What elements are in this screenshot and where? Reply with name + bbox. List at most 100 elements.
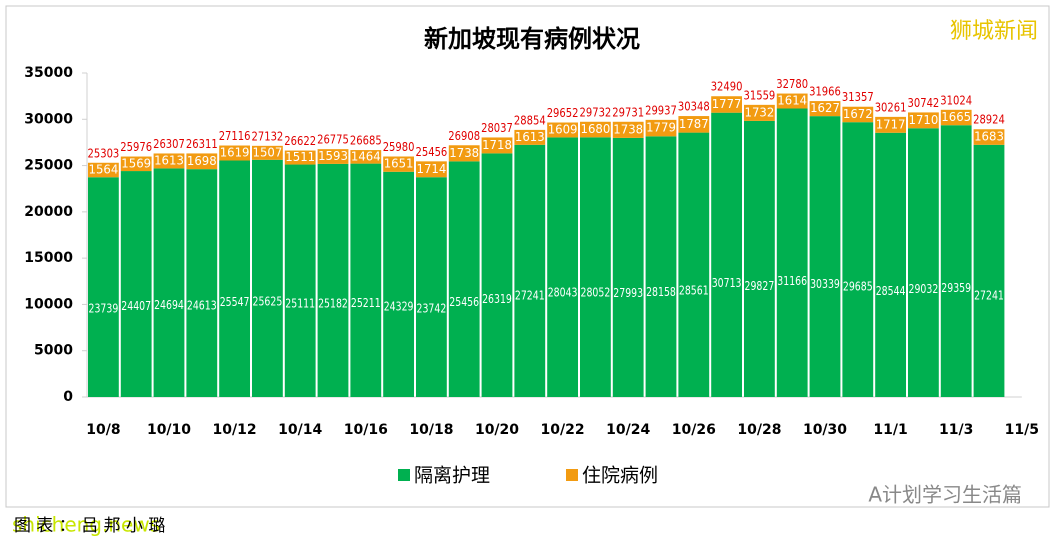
- total-label: 25303: [88, 146, 120, 160]
- value-label: 28158: [646, 285, 676, 299]
- x-tick-label: 10/30: [803, 422, 847, 438]
- bar-segment: [678, 132, 710, 397]
- value-label: 1672: [843, 107, 873, 121]
- value-label: 25547: [220, 295, 250, 309]
- value-label: 25456: [449, 295, 479, 309]
- value-label: 30339: [810, 277, 840, 291]
- value-label: 27241: [515, 289, 545, 303]
- x-tick-label: 11/5: [1005, 422, 1039, 438]
- bar-segment: [612, 121, 644, 138]
- x-tick-label: 10/24: [606, 422, 650, 438]
- value-label: 29032: [909, 282, 939, 296]
- total-label: 30261: [875, 100, 907, 114]
- value-label: 28043: [548, 286, 578, 300]
- x-tick-label: 10/8: [86, 422, 120, 438]
- value-label: 28544: [876, 284, 906, 298]
- y-tick-label: 35000: [24, 65, 73, 81]
- value-label: 31166: [777, 274, 807, 288]
- bar-segment: [317, 149, 349, 164]
- bar-segment: [350, 163, 382, 397]
- value-label: 1609: [548, 122, 578, 136]
- total-label: 31357: [842, 90, 874, 104]
- bar-segment: [481, 153, 513, 397]
- bar-segment: [908, 112, 939, 129]
- bar-segment: [448, 145, 480, 162]
- bar-segment: [547, 122, 578, 138]
- total-label: 29732: [580, 105, 612, 119]
- value-label: 29685: [843, 280, 873, 294]
- value-label: 1738: [613, 122, 643, 136]
- bar-segment: [875, 116, 906, 133]
- bar-segment: [383, 156, 414, 172]
- source-mark: A计划学习生活篇: [868, 483, 1022, 507]
- bar-segment: [908, 128, 939, 397]
- value-label: 24694: [154, 298, 184, 312]
- bar-segment: [153, 153, 185, 169]
- bar-segment: [153, 168, 185, 397]
- bar-segment: [120, 171, 152, 397]
- bar-segment: [88, 177, 119, 397]
- value-label: 1680: [581, 122, 611, 136]
- total-label: 26622: [284, 134, 316, 148]
- value-label: 27993: [613, 286, 643, 300]
- total-label: 27132: [252, 129, 284, 143]
- legend-swatch: [566, 469, 578, 481]
- bar-segment: [940, 125, 972, 397]
- bar-segment: [711, 112, 742, 398]
- bar-segment: [842, 122, 874, 397]
- total-label: 29652: [547, 106, 579, 120]
- bar-segment: [514, 144, 546, 397]
- bar-segment: [973, 129, 1005, 145]
- value-label: 25211: [351, 296, 381, 310]
- total-label: 28924: [973, 113, 1005, 127]
- value-label: 25182: [318, 296, 348, 310]
- x-tick-label: 10/14: [278, 422, 322, 438]
- total-label: 28854: [514, 113, 546, 127]
- value-label: 1732: [745, 105, 775, 119]
- total-label: 29937: [645, 103, 677, 117]
- value-label: 29359: [941, 281, 971, 295]
- bar-segment: [514, 129, 546, 145]
- total-label: 25976: [120, 140, 152, 154]
- bar-segment: [317, 163, 349, 397]
- total-label: 30742: [908, 96, 940, 110]
- bar-segment: [252, 159, 283, 397]
- value-label: 28052: [581, 286, 611, 300]
- total-label: 26307: [153, 137, 185, 151]
- total-label: 28037: [481, 121, 513, 135]
- bar-segment: [350, 150, 382, 164]
- total-label: 26775: [317, 133, 349, 147]
- bar-segment: [284, 150, 316, 165]
- value-label: 29827: [745, 279, 775, 293]
- bar-segment: [678, 116, 710, 133]
- value-label: 1569: [121, 156, 151, 170]
- x-tick-label: 10/26: [672, 422, 716, 438]
- bar-segment: [186, 169, 218, 397]
- bar-segment: [645, 136, 677, 397]
- value-label: 1613: [515, 130, 545, 144]
- value-label: 1698: [187, 154, 217, 168]
- bar-segment: [186, 153, 218, 170]
- value-label: 24329: [384, 299, 414, 313]
- total-label: 27116: [219, 129, 251, 143]
- value-label: 1779: [646, 121, 676, 135]
- total-label: 26685: [350, 134, 382, 148]
- value-label: 24613: [187, 298, 217, 312]
- bar-segment: [776, 108, 808, 397]
- x-tick-label: 10/18: [409, 422, 453, 438]
- value-label: 23739: [89, 302, 119, 316]
- value-label: 28561: [679, 284, 709, 298]
- value-label: 1614: [777, 94, 807, 108]
- legend-swatch: [398, 469, 410, 481]
- total-label: 25456: [416, 145, 448, 159]
- bar-segment: [580, 121, 611, 138]
- x-tick-label: 10/16: [344, 422, 388, 438]
- value-label: 1627: [810, 101, 840, 115]
- total-label: 26908: [448, 129, 480, 143]
- total-label: 30348: [678, 100, 710, 114]
- value-label: 1511: [285, 150, 315, 164]
- total-label: 29731: [612, 105, 644, 119]
- total-label: 32490: [711, 80, 743, 94]
- value-label: 24407: [121, 299, 151, 313]
- bar-segment: [645, 119, 677, 137]
